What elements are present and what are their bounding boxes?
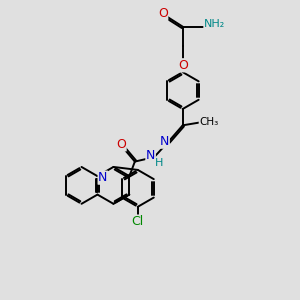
Text: O: O: [178, 59, 188, 72]
Text: Cl: Cl: [132, 215, 144, 228]
Text: O: O: [158, 8, 168, 20]
Text: N: N: [98, 171, 107, 184]
Text: N: N: [146, 149, 155, 162]
Text: H: H: [155, 158, 163, 168]
Text: N: N: [160, 135, 169, 148]
Text: O: O: [116, 138, 126, 151]
Text: NH₂: NH₂: [204, 19, 225, 29]
Text: CH₃: CH₃: [199, 117, 218, 128]
